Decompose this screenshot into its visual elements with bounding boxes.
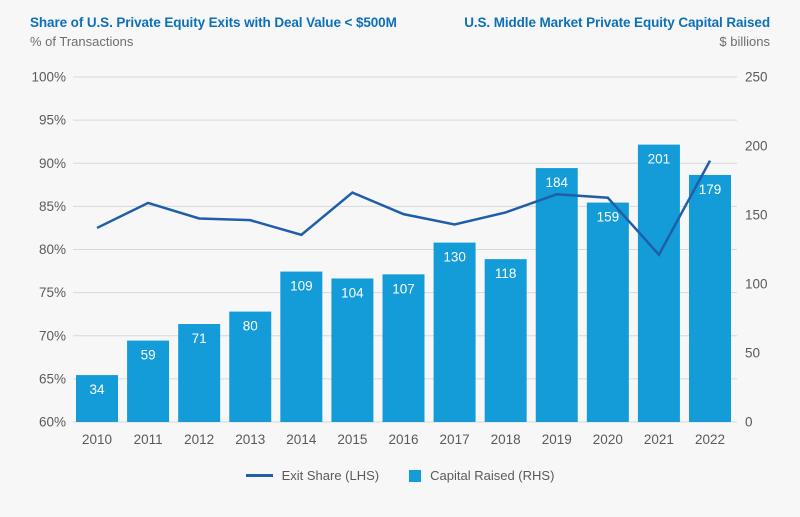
left-axis-tick-label: 90% <box>39 156 66 171</box>
legend-label-capital-raised: Capital Raised (RHS) <box>430 468 555 483</box>
right-axis-tick-label: 150 <box>745 208 768 223</box>
bar-value-label: 34 <box>89 382 105 397</box>
left-axis-tick-label: 100% <box>31 70 66 85</box>
bar-2016 <box>382 274 425 422</box>
chart-headers: Share of U.S. Private Equity Exits with … <box>30 14 770 51</box>
exit-share-line <box>96 160 712 257</box>
x-axis-label-2015: 2015 <box>337 432 367 447</box>
left-title-block: Share of U.S. Private Equity Exits with … <box>30 14 397 51</box>
x-axis-label-2014: 2014 <box>286 432 317 447</box>
x-axis-label-2021: 2021 <box>644 432 674 447</box>
bar-value-label: 104 <box>341 285 364 300</box>
bar-value-label: 130 <box>443 250 466 265</box>
bar-series-capital-raised: 34 59 71 80 109 104 107 130 118 184 159 201 179 <box>76 144 731 422</box>
right-axis-tick-label: 0 <box>745 415 753 430</box>
bar-value-label: 184 <box>545 175 568 190</box>
bar-value-label: 109 <box>290 279 313 294</box>
bar-value-label: 179 <box>699 182 722 197</box>
x-axis-label-2012: 2012 <box>184 432 214 447</box>
x-axis-labels: 2010 2011 2012 2013 2014 2015 2016 2017 2018 2019… <box>82 432 725 447</box>
x-axis-label-2011: 2011 <box>134 432 163 447</box>
bar-2012 <box>178 324 221 422</box>
x-axis-label-2022: 2022 <box>695 432 725 447</box>
right-axis-tick-label: 200 <box>745 139 768 154</box>
legend-item-exit-share: Exit Share (LHS) <box>245 468 380 483</box>
left-axis-tick-label: 95% <box>39 113 66 128</box>
x-axis-label-2017: 2017 <box>440 432 470 447</box>
bar-value-label: 80 <box>243 319 258 334</box>
left-axis-tick-label: 80% <box>39 242 66 257</box>
bar-2017 <box>433 242 476 422</box>
bar-value-label: 107 <box>392 281 415 296</box>
left-axis-tick-label: 60% <box>39 415 66 430</box>
bar-2019 <box>535 168 578 422</box>
chart-legend: Exit Share (LHS) Capital Raised (RHS) <box>0 468 800 483</box>
bar-value-label: 118 <box>495 266 517 281</box>
x-axis-label-2020: 2020 <box>593 432 623 447</box>
bar-2018 <box>484 259 527 422</box>
bar-value-label: 59 <box>141 348 156 363</box>
bar-2020 <box>586 202 629 422</box>
left-chart-title: Share of U.S. Private Equity Exits with … <box>30 15 397 30</box>
x-axis-label-2013: 2013 <box>235 432 265 447</box>
bar-2022 <box>688 174 731 422</box>
left-axis-tick-label: 75% <box>39 285 66 300</box>
legend-label-exit-share: Exit Share (LHS) <box>281 468 380 483</box>
bar-2010 <box>76 375 118 422</box>
left-axis-tick-label: 65% <box>39 371 66 386</box>
bar-2021 <box>637 144 680 422</box>
square-swatch-icon <box>409 469 422 482</box>
bar-2015 <box>331 278 374 422</box>
bar-value-label: 71 <box>192 331 207 346</box>
right-chart-subtitle: $ billions <box>719 34 770 49</box>
x-axis-label-2018: 2018 <box>491 432 521 447</box>
line-swatch-icon <box>245 474 273 477</box>
right-title-block: U.S. Middle Market Private Equity Capita… <box>464 14 770 51</box>
x-axis-label-2016: 2016 <box>388 432 418 447</box>
bar-2014 <box>280 271 323 422</box>
right-axis-tick-label: 250 <box>745 70 768 85</box>
left-axis-tick-label: 85% <box>39 199 66 214</box>
bar-2011 <box>127 340 170 422</box>
x-axis-label-2019: 2019 <box>542 432 572 447</box>
left-axis-labels: 60% 65% 70% 75% 80% 85% 90% 95% 100% <box>31 70 66 430</box>
chart-canvas: 60% 65% 70% 75% 80% 85% 90% 95% 100% 0 50 100 150 200… <box>31 70 768 448</box>
bar-value-label: 159 <box>597 210 620 225</box>
right-axis-tick-label: 50 <box>745 346 760 361</box>
bar-value-label: 201 <box>648 152 671 167</box>
right-chart-title: U.S. Middle Market Private Equity Capita… <box>464 15 770 30</box>
line-series-exit-share <box>96 160 712 257</box>
right-axis-labels: 0 50 100 150 200 250 <box>745 70 768 430</box>
right-axis-tick-label: 100 <box>745 277 768 292</box>
legend-item-capital-raised: Capital Raised (RHS) <box>409 468 554 483</box>
bar-2013 <box>229 311 272 422</box>
left-axis-tick-label: 70% <box>39 328 66 343</box>
x-axis-label-2010: 2010 <box>82 432 112 447</box>
left-chart-subtitle: % of Transactions <box>30 34 134 49</box>
